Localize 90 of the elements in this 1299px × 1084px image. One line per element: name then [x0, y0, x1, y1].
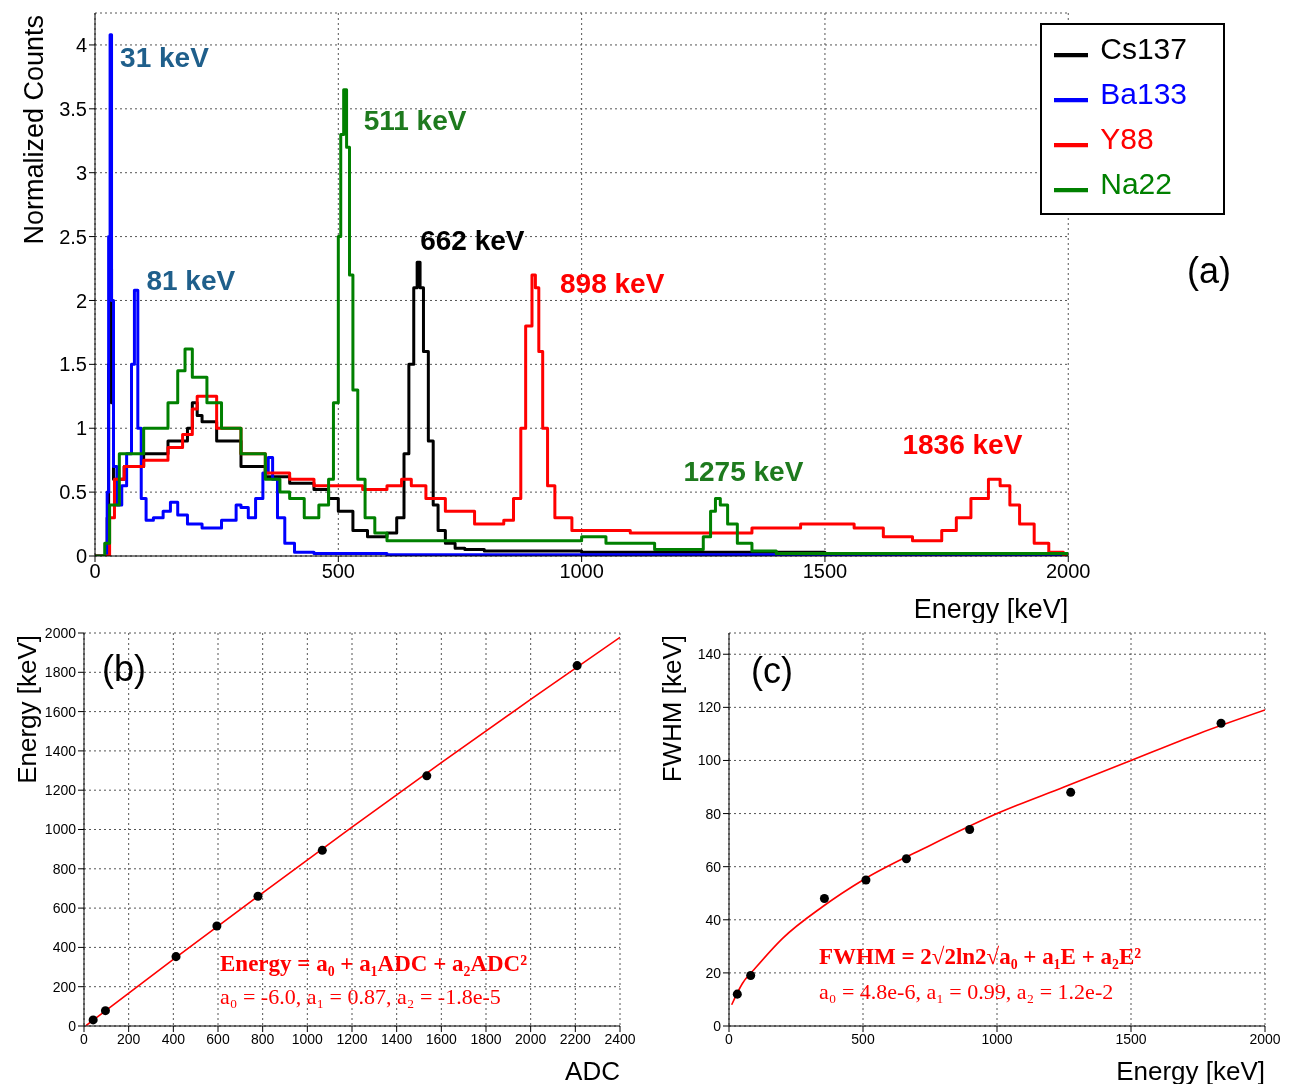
annotation: (b) — [102, 648, 146, 689]
y-tick-label: 2 — [75, 289, 87, 312]
y-tick-label: 0 — [75, 545, 87, 568]
y-tick-label: 0 — [713, 1017, 722, 1034]
x-tick-label: 1500 — [802, 560, 848, 583]
y-tick-label: 4 — [75, 34, 87, 57]
y-tick-label: 3.5 — [59, 97, 87, 120]
x-tick-label: 2000 — [1046, 560, 1091, 583]
y-tick-label: 3 — [75, 161, 87, 184]
annotation: 31 keV — [120, 41, 210, 73]
x-tick-label: 1800 — [470, 1030, 502, 1047]
y-tick-label: 0.5 — [59, 481, 87, 504]
x-tick-label: 500 — [851, 1030, 875, 1047]
annotation: Energy = a₀ + a₁ADC + a₂ADC² — [220, 951, 528, 976]
legend-label: Na22 — [1100, 167, 1172, 200]
x-tick-label: 0 — [89, 560, 101, 583]
x-tick-label: 1200 — [336, 1030, 368, 1047]
y-tick-label: 1800 — [44, 664, 77, 681]
annotation: 511 keV — [363, 104, 467, 136]
point — [212, 921, 222, 931]
y-tick-label: 1600 — [44, 703, 77, 720]
y-tick-label: 20 — [705, 964, 722, 981]
annotation: a₀ = -6.0, a₁ = 0.87, a₂ = -1.8e-5 — [220, 984, 501, 1009]
x-tick-label: 2000 — [1249, 1030, 1281, 1047]
annotation: 898 keV — [559, 267, 665, 299]
y-tick-label: 1 — [75, 417, 87, 440]
point — [965, 824, 975, 835]
annotation: FWHM = 2√2ln2√a₀ + a₁E + a₂E² — [819, 944, 1142, 969]
x-tick-label: 400 — [161, 1030, 186, 1047]
x-tick-label: 1500 — [1115, 1030, 1147, 1047]
x-tick-label: 800 — [250, 1030, 275, 1047]
point — [88, 1015, 98, 1025]
x-tick-label: 1000 — [981, 1030, 1013, 1047]
y-tick-label: 40 — [705, 911, 722, 928]
y-tick-label: 2.5 — [59, 225, 87, 248]
point — [171, 952, 181, 962]
point — [1066, 787, 1076, 797]
x-axis-title: ADC — [565, 1056, 620, 1084]
y-tick-label: 80 — [705, 805, 722, 822]
y-tick-label: 1400 — [44, 742, 77, 759]
annotation: 81 keV — [146, 265, 236, 297]
y-tick-label: 200 — [52, 978, 77, 995]
point — [100, 1006, 110, 1016]
point — [317, 845, 327, 855]
legend-label: Y88 — [1100, 122, 1154, 155]
annotation: (c) — [751, 650, 793, 691]
annotation: a₀ = 4.8e-6, a₁ = 0.99, a₂ = 1.2e-2 — [819, 979, 1114, 1004]
y-axis-title: FWHM [keV] — [657, 635, 687, 783]
y-axis-title: Normalized Counts — [19, 15, 49, 245]
x-tick-label: 1600 — [425, 1030, 458, 1047]
line-series — [730, 709, 1265, 1006]
x-tick-label: 600 — [206, 1030, 230, 1047]
legend-label: Cs137 — [1100, 32, 1187, 65]
y-tick-label: 600 — [52, 900, 77, 917]
y-tick-label: 1200 — [44, 782, 77, 799]
y-tick-label: 800 — [52, 860, 77, 877]
y-tick-label: 140 — [697, 646, 722, 663]
point — [1216, 718, 1226, 728]
point — [253, 891, 263, 901]
x-tick-label: 2000 — [515, 1030, 547, 1047]
legend-label: Ba133 — [1100, 77, 1187, 110]
point — [572, 661, 582, 671]
y-tick-label: 1.5 — [59, 353, 87, 376]
annotation: 1836 keV — [902, 429, 1023, 461]
x-tick-label: 1000 — [291, 1030, 324, 1047]
x-tick-label: 2400 — [604, 1030, 636, 1047]
point — [746, 971, 756, 981]
x-tick-label: 2200 — [559, 1030, 592, 1047]
x-tick-label: 500 — [321, 560, 355, 583]
y-tick-label: 0 — [68, 1017, 77, 1034]
x-axis-title: Energy [keV] — [913, 594, 1069, 624]
y-tick-label: 60 — [705, 858, 722, 875]
x-tick-label: 1400 — [381, 1030, 413, 1047]
x-tick-label: 1000 — [559, 560, 604, 583]
point — [901, 854, 911, 864]
y-tick-label: 2000 — [44, 624, 77, 641]
y-tick-label: 400 — [52, 939, 77, 956]
x-tick-label: 200 — [116, 1030, 141, 1047]
x-tick-label: 0 — [725, 1030, 734, 1047]
text: (a) — [1187, 250, 1231, 291]
point — [732, 989, 742, 999]
y-tick-label: 100 — [697, 752, 722, 769]
y-axis-title: Energy [keV] — [12, 635, 42, 784]
point — [422, 771, 432, 781]
point — [819, 894, 829, 904]
point — [861, 875, 871, 885]
annotation: 1275 keV — [683, 455, 804, 487]
annotation: 662 keV — [420, 225, 525, 257]
y-tick-label: 1000 — [44, 821, 77, 838]
y-tick-label: 120 — [697, 699, 722, 716]
